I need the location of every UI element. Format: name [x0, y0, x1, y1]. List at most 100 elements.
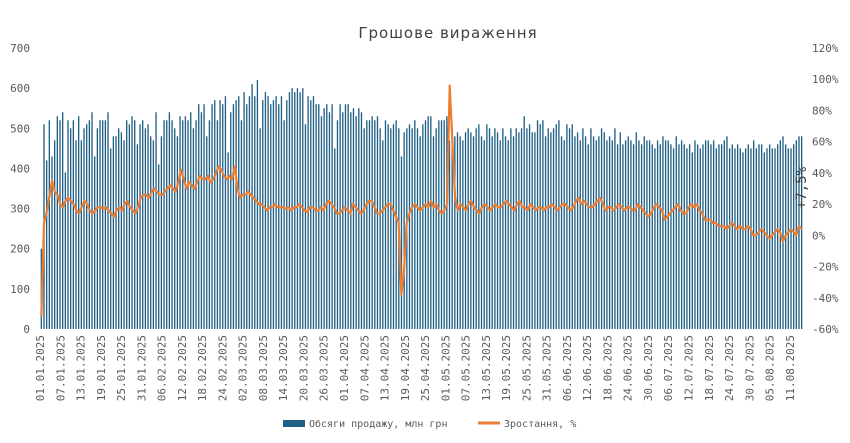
bar — [312, 96, 315, 329]
x-tick-label: 12.07.2025 — [683, 335, 696, 401]
bar — [171, 120, 173, 329]
bar — [264, 92, 267, 329]
bar — [214, 100, 216, 329]
y-left-tick-label: 300 — [10, 203, 30, 216]
bar — [347, 104, 349, 329]
bar — [494, 128, 496, 329]
bar — [606, 140, 608, 329]
bar — [64, 172, 67, 329]
bar — [478, 124, 480, 330]
bar — [619, 132, 621, 329]
bar — [62, 112, 64, 329]
y-left-tick-label: 700 — [10, 42, 30, 55]
bar — [435, 128, 437, 329]
x-tick-label: 06.06.2025 — [561, 335, 574, 401]
bar — [414, 120, 416, 329]
bar — [83, 128, 85, 329]
x-tick-label: 07.04.2025 — [358, 335, 371, 401]
bar — [422, 124, 424, 330]
bar — [155, 112, 157, 329]
bar — [446, 116, 448, 330]
y-left-tick-label: 0 — [23, 323, 30, 336]
x-tick-label: 07.01.2025 — [54, 335, 67, 401]
bar — [123, 140, 125, 329]
bar — [726, 136, 728, 329]
line-layer — [40, 84, 803, 317]
bar — [238, 96, 240, 329]
bar — [262, 100, 264, 329]
bar — [187, 120, 189, 329]
bar — [326, 104, 328, 329]
bar — [227, 152, 229, 329]
bar — [486, 124, 488, 330]
bar — [179, 116, 181, 330]
bar — [528, 124, 531, 330]
bar — [160, 136, 163, 329]
bar — [147, 124, 149, 330]
bar — [48, 120, 50, 329]
bar — [336, 120, 339, 329]
bar — [208, 120, 211, 329]
bar — [408, 124, 411, 330]
x-tick-label: 14.03.2025 — [277, 335, 290, 401]
bar — [718, 144, 720, 329]
bar — [488, 128, 491, 329]
bar — [355, 116, 357, 330]
y-left-tick-label: 400 — [10, 162, 30, 175]
bar — [115, 136, 117, 329]
bar — [491, 136, 493, 329]
bar — [283, 120, 285, 329]
bar — [664, 140, 667, 329]
bar — [451, 128, 453, 329]
x-tick-label: 13.04.2025 — [379, 335, 392, 401]
bar — [219, 100, 221, 329]
bar — [624, 140, 627, 329]
bar — [499, 140, 501, 329]
bar — [680, 140, 683, 329]
y-right-tick-label: -60% — [812, 323, 839, 336]
bar — [704, 140, 707, 329]
bar — [542, 120, 544, 329]
bar — [344, 104, 347, 329]
bar — [747, 144, 749, 329]
bar — [515, 128, 517, 329]
bar — [547, 128, 549, 329]
bar — [502, 128, 504, 329]
bar — [696, 144, 699, 329]
x-tick-label: 30.06.2025 — [642, 335, 655, 401]
bar — [200, 112, 203, 329]
bars-layer — [40, 80, 803, 330]
bar — [195, 120, 197, 329]
y-right-tick-label: 60% — [812, 136, 832, 149]
bar — [102, 120, 104, 329]
bar — [224, 96, 227, 329]
bar — [331, 104, 333, 329]
bar — [374, 120, 376, 329]
bar — [496, 132, 499, 329]
x-tick-label: 18.02.2025 — [196, 335, 209, 401]
x-tick-label: 31.01.2025 — [135, 335, 148, 401]
bar — [254, 96, 256, 329]
bar — [659, 144, 661, 329]
bar — [235, 100, 237, 329]
bar — [94, 156, 96, 329]
bar — [793, 144, 795, 329]
x-tick-label: 24.07.2025 — [723, 335, 736, 401]
bar — [350, 112, 352, 329]
bar — [614, 128, 616, 329]
bar — [99, 120, 101, 329]
bar — [136, 144, 139, 329]
bar — [315, 104, 317, 329]
x-tick-label: 25.04.2025 — [419, 335, 432, 401]
bar — [630, 140, 632, 329]
bar — [299, 92, 301, 329]
bar — [531, 132, 533, 329]
x-tick-label: 30.07.2025 — [743, 335, 756, 401]
bar — [744, 148, 747, 329]
bar — [70, 128, 72, 329]
y-right-tick-label: 80% — [812, 104, 832, 117]
bar — [427, 116, 429, 330]
bar — [755, 148, 757, 329]
bar — [536, 120, 539, 329]
bar — [558, 120, 560, 329]
